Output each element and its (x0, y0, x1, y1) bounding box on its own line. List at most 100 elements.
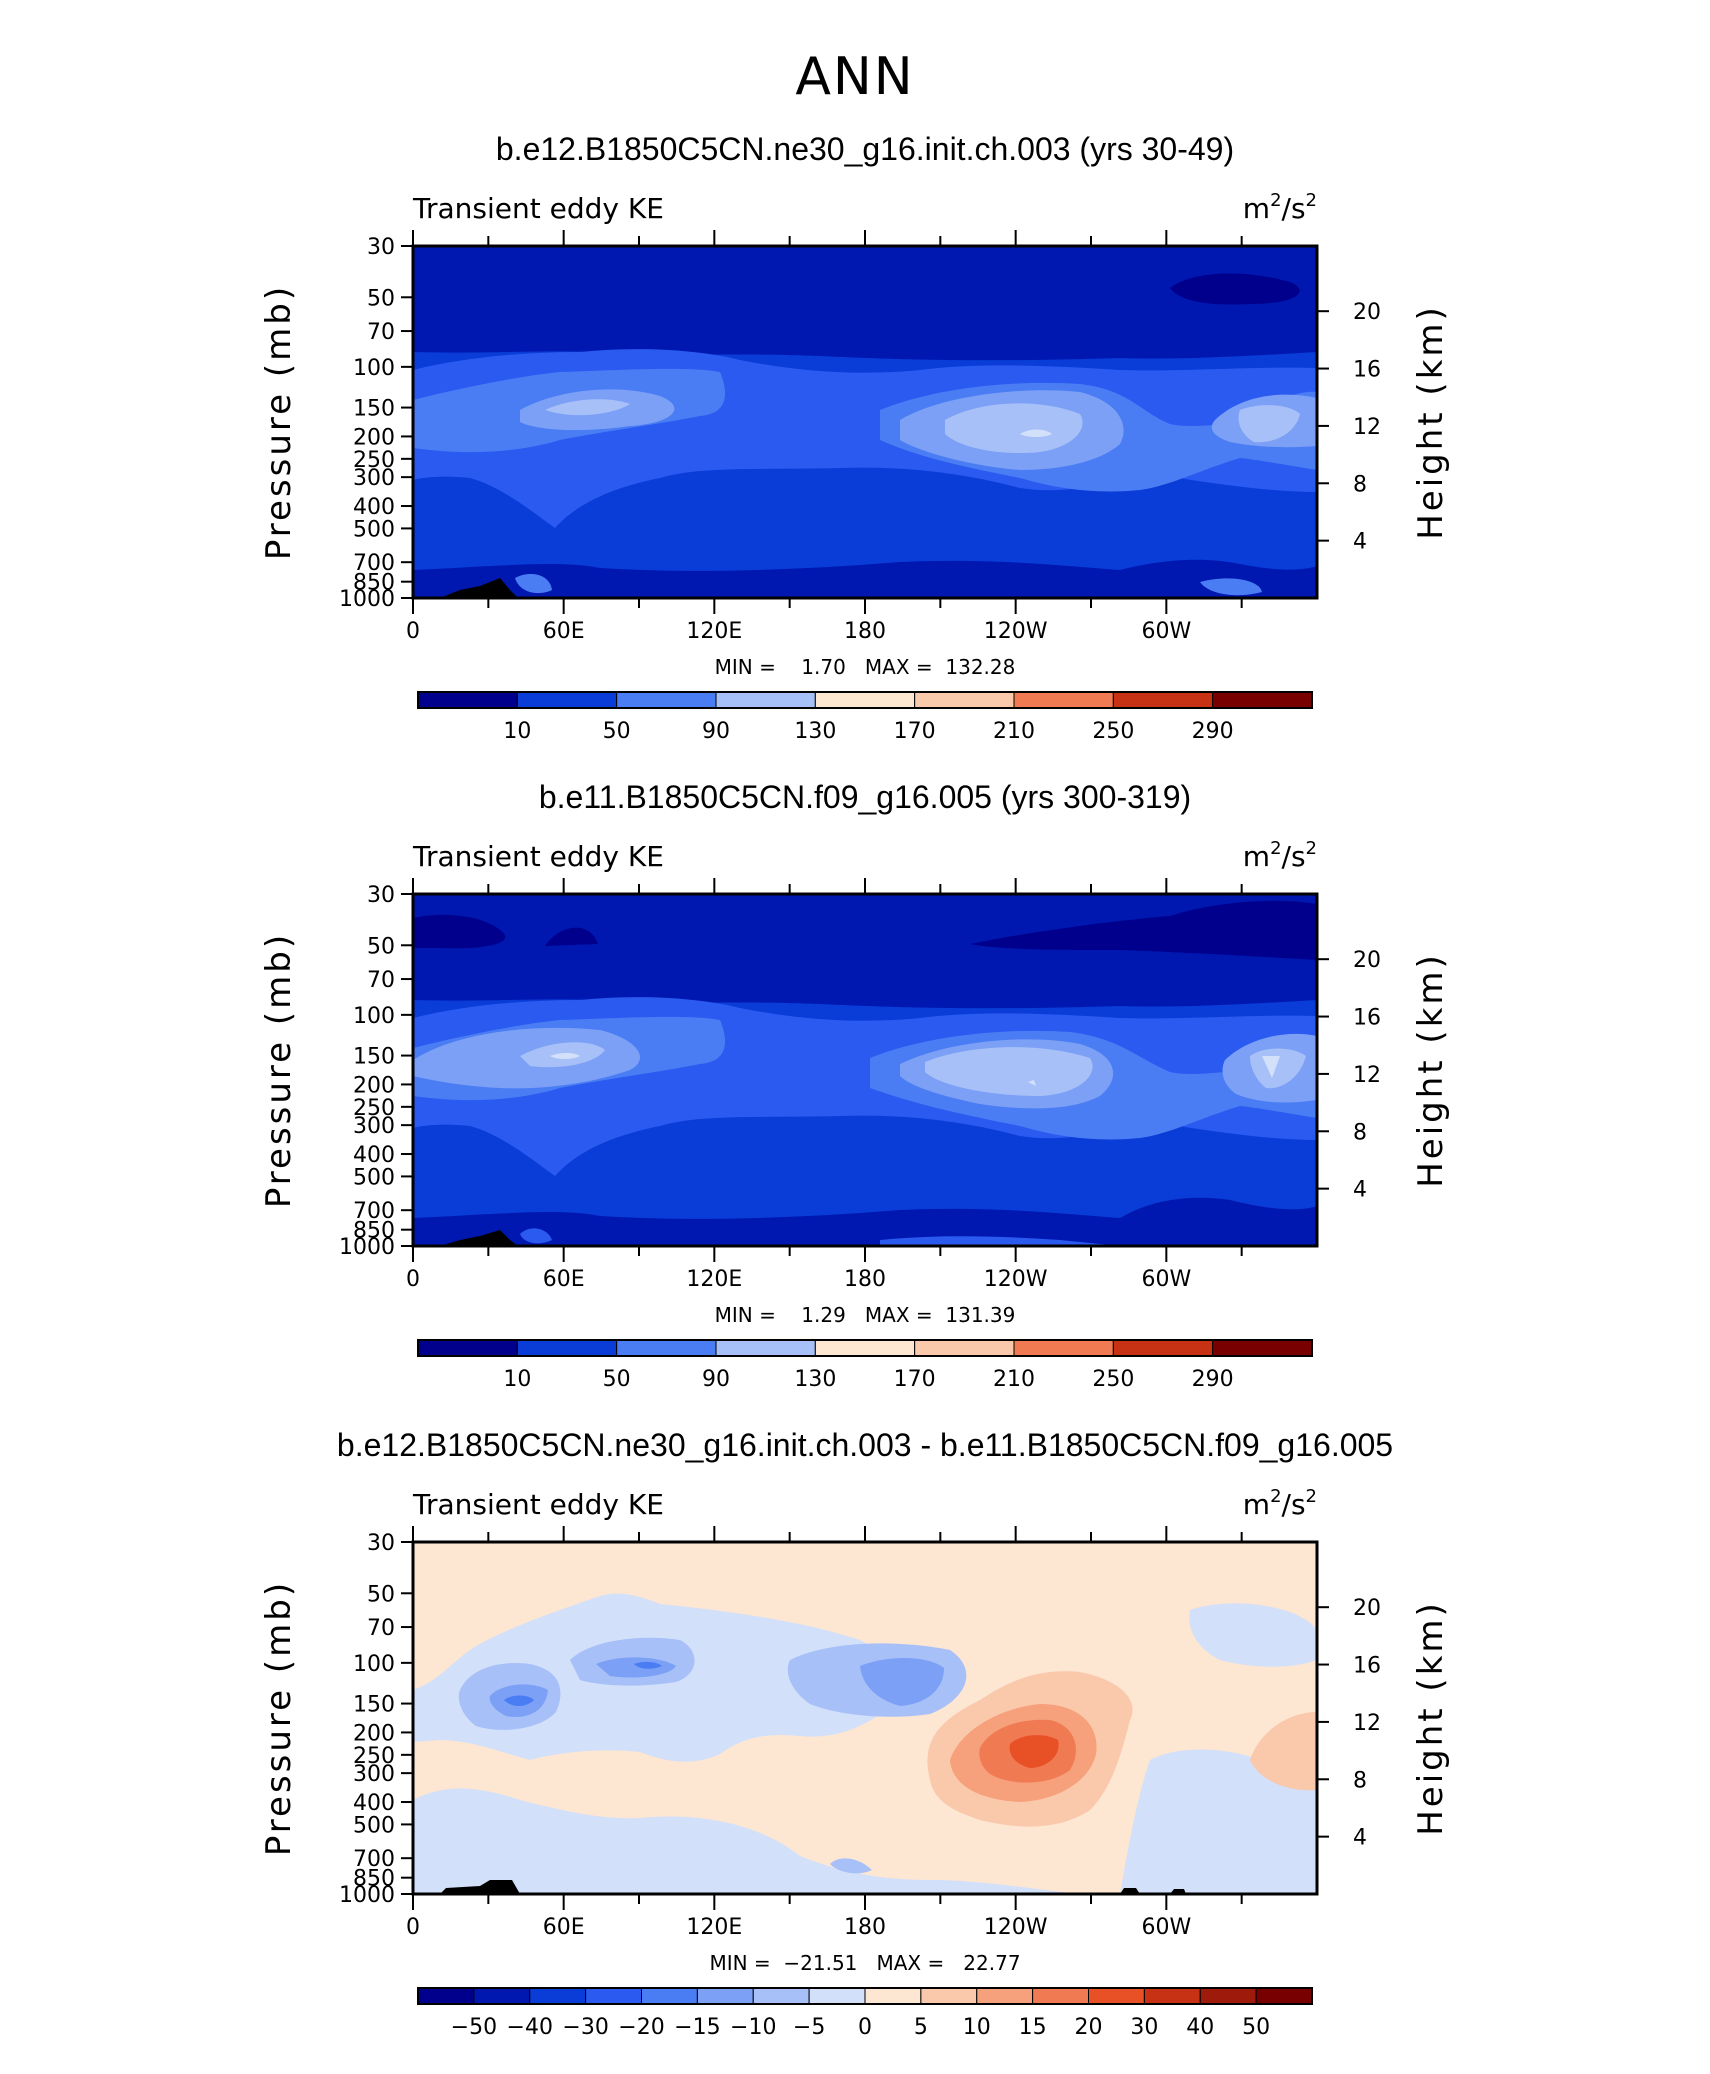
panel-1-colorbar-box (516, 691, 618, 709)
panel-2-contour-jet-core (520, 1042, 1306, 1096)
panel-2-contour-surface-shallow (520, 1228, 1120, 1246)
panel-3-colorbar-label: −15 (674, 2015, 720, 2040)
panel-3-y2label: Height (km) (1411, 1600, 1451, 1836)
panel-1-units: m2/s2 (1243, 190, 1317, 225)
panel-3-ytick-label: 200 (353, 1721, 395, 1746)
figure-title: ANN (795, 47, 914, 107)
panel-2-ytick-label: 250 (353, 1096, 395, 1121)
panel-3-xtick-label: 60W (1141, 1915, 1191, 1940)
panel-3-x-axis: 0 60E 120E 180 120W 60W (406, 1526, 1243, 1940)
panel-2-y2tick-label: 12 (1353, 1063, 1381, 1088)
panel-3-ytick-label: 250 (353, 1744, 395, 1769)
panel-3-colorbar-label: −40 (507, 2015, 553, 2040)
panel-1-y2tick-label: 16 (1353, 358, 1381, 383)
panel-1-contour-jet-core (545, 399, 1300, 454)
panel-2-title: b.e11.B1850C5CN.f09_g16.005 (yrs 300-319… (539, 779, 1191, 815)
panel-2-contour-polar-vortex (413, 900, 1317, 960)
panel-2-right-axis: 20 16 12 8 4 (1317, 948, 1381, 1203)
panel-3-colorbar: −50 −40 −30 −20 −15 −10 −5 0 5 10 15 20 30 40 50 (417, 1987, 1313, 2040)
panel-3-ylabel: Pressure (mb) (259, 1580, 299, 1856)
panel-3-colorbar-box (1032, 1987, 1089, 2005)
panel-3-ytick-label: 30 (367, 1531, 395, 1556)
panel-1-ytick-label: 250 (353, 448, 395, 473)
panel-3-colorbar-box (920, 1987, 978, 2005)
panel-3-ytick-label: 850 (353, 1867, 395, 1892)
panel-1-ytick-label: 50 (367, 286, 395, 311)
panel-3-stats: MIN = −21.51 MAX = 22.77 (709, 1951, 1020, 1975)
panel-3-contour-negative-mid (458, 1637, 967, 1874)
panel-1-colorbar-label: 290 (1192, 719, 1234, 744)
panel-2-x-axis: 0 60E 120E 180 120W 60W (406, 878, 1243, 1292)
panel-1-title: b.e12.B1850C5CN.ne30_g16.init.ch.003 (yr… (496, 131, 1234, 167)
panel-1-ytick-label: 500 (353, 517, 395, 542)
panel-3-units: m2/s2 (1243, 1486, 1317, 1521)
panel-3-colorbar-box (1255, 1987, 1313, 2005)
panel-1-variable-label: Transient eddy KE (412, 192, 664, 225)
panel-2-ytick-label: 300 (353, 1114, 395, 1139)
panel-3: b.e12.B1850C5CN.ne30_g16.init.ch.003 - b… (259, 1427, 1451, 2040)
panel-2-colorbar-label: 210 (993, 1367, 1035, 1392)
panel-2-colorbar-box (417, 1339, 518, 1357)
panel-3-colorbar-box (417, 1987, 475, 2005)
panel-3-colorbar-box (1199, 1987, 1257, 2005)
panel-1-stats: MIN = 1.70 MAX = 132.28 (715, 655, 1016, 679)
panel-1-colorbar-box (417, 691, 518, 709)
panel-2-colorbar-label: 250 (1092, 1367, 1134, 1392)
panel-3-title: b.e12.B1850C5CN.ne30_g16.init.ch.003 - b… (337, 1427, 1393, 1463)
panel-3-ytick-label: 70 (367, 1616, 395, 1641)
panel-2-y2label: Height (km) (1411, 952, 1451, 1188)
panel-2-ytick-label: 100 (353, 1004, 395, 1029)
panel-3-colorbar-box (641, 1987, 698, 2005)
panel-3-ytick-label: 150 (353, 1693, 395, 1718)
panel-2-xtick-label: 180 (844, 1267, 886, 1292)
panel-3-contour-field (413, 1542, 1317, 1894)
panel-1-topography (440, 578, 518, 598)
panel-1-colorbar-box (1112, 691, 1214, 709)
panel-3-colorbar-box (976, 1987, 1034, 2005)
panel-3-colorbar-label: −5 (793, 2015, 825, 2040)
panel-1-colorbar-box (616, 691, 717, 709)
panel-3-colorbar-label: 20 (1075, 2015, 1103, 2040)
panel-3-colorbar-box (585, 1987, 642, 2005)
panel-2-contour-jet-inner (413, 1027, 1317, 1109)
panel-2-y2tick-label: 4 (1353, 1178, 1367, 1203)
panel-3-colorbar-label: 5 (914, 2015, 928, 2040)
panel-1-colorbar-label: 250 (1092, 719, 1134, 744)
panel-2-ytick-label: 700 (353, 1199, 395, 1224)
panel-1-colorbar-label: 90 (702, 719, 730, 744)
panel-2-topography (440, 1230, 518, 1246)
panel-3-ytick-label: 500 (353, 1813, 395, 1838)
panel-3-colorbar-box (808, 1987, 866, 2005)
panel-2-ytick-label: 850 (353, 1219, 395, 1244)
panel-1-ytick-label: 100 (353, 356, 395, 381)
panel-2-colorbar-box (1212, 1339, 1313, 1357)
panel-1-ytick-label: 1000 (339, 587, 395, 612)
panel-3-ytick-label: 400 (353, 1791, 395, 1816)
panel-3-variable-label: Transient eddy KE (412, 1488, 664, 1521)
panel-3-colorbar-label: −20 (618, 2015, 664, 2040)
panel-2-colorbar: 10 50 90 130 170 210 250 290 (417, 1339, 1313, 1392)
panel-1-y2tick-label: 20 (1353, 300, 1381, 325)
panel-3-colorbar-box (473, 1987, 531, 2005)
panel-2-xtick-label: 0 (406, 1267, 420, 1292)
panel-1-ylabel: Pressure (mb) (259, 284, 299, 560)
panel-1-colorbar-frame (417, 691, 1313, 709)
panel-3-colorbar-box (1088, 1987, 1145, 2005)
panel-3-ytick-label: 300 (353, 1762, 395, 1787)
panel-2-colorbar-box (1013, 1339, 1114, 1357)
panel-2-contour-stratosphere (413, 894, 1317, 1009)
panel-1-xtick-label: 0 (406, 619, 420, 644)
panel-1: b.e12.B1850C5CN.ne30_g16.init.ch.003 (yr… (259, 131, 1451, 744)
panel-1-colorbar: 10 50 90 130 170 210 250 290 (417, 691, 1313, 744)
panel-1-y2tick-label: 12 (1353, 415, 1381, 440)
panel-1-ytick-label: 700 (353, 551, 395, 576)
panel-2-xtick-label: 60E (543, 1267, 585, 1292)
panel-3-colorbar-label: 15 (1019, 2015, 1047, 2040)
panel-3-y2tick-label: 8 (1353, 1768, 1367, 1793)
panel-3-contour-negative-strong (489, 1657, 944, 1717)
panel-2-xtick-label: 60W (1141, 1267, 1191, 1292)
panel-2-colorbar-box (914, 1339, 1015, 1357)
